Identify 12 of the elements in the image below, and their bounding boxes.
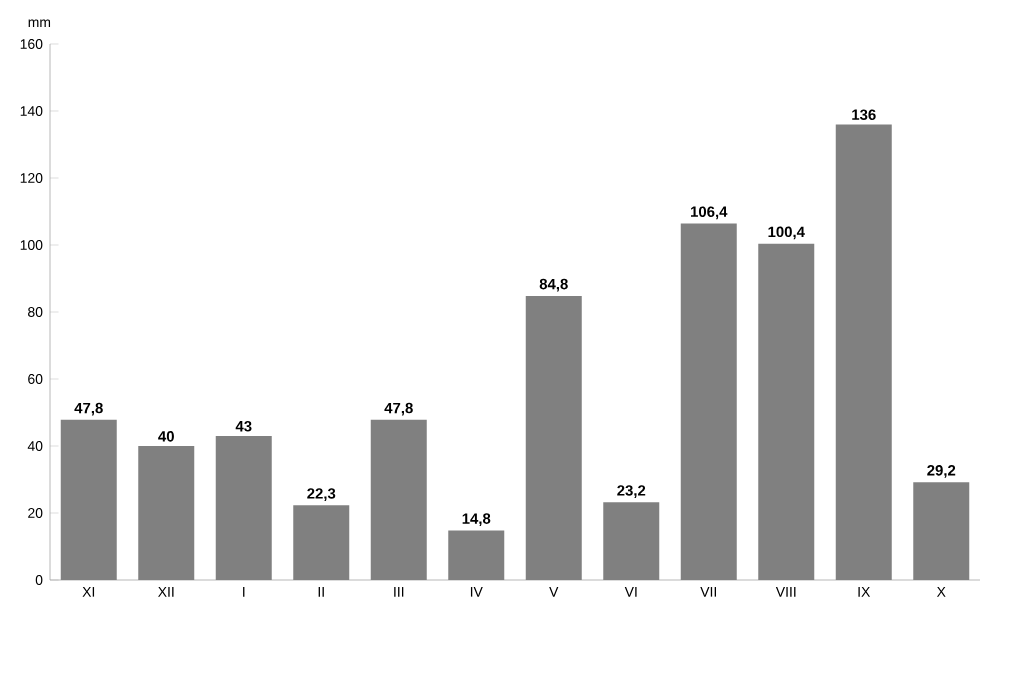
- bar: [448, 530, 505, 580]
- bar: [60, 419, 117, 580]
- bar: [913, 482, 970, 580]
- bar: [293, 505, 350, 580]
- bar: [603, 502, 660, 580]
- bar: [758, 243, 815, 580]
- bar: [525, 295, 582, 580]
- bar: [215, 435, 272, 580]
- bar: [370, 419, 427, 580]
- bar: [835, 124, 892, 580]
- bar: [138, 446, 195, 580]
- bar: [680, 223, 737, 580]
